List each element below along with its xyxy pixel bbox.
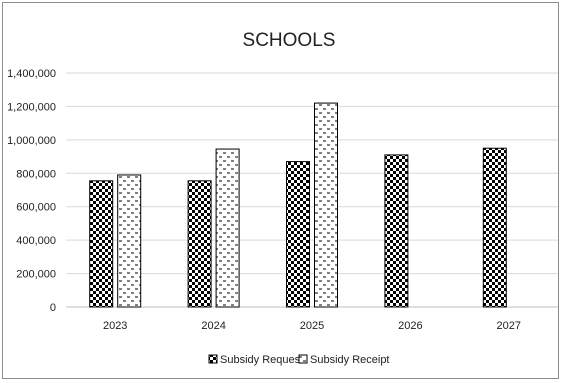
x-axis-ticks: 2023 2024 2025 2026 2027 xyxy=(103,320,521,332)
grid-layer xyxy=(66,72,558,308)
y-tick-label: 200,000 xyxy=(16,269,56,281)
bar-subsidy-request-2025 xyxy=(286,161,310,308)
y-tick-label: 1,400,000 xyxy=(7,68,56,80)
x-tick-label: 2024 xyxy=(201,320,225,332)
bar-subsidy-request-2027 xyxy=(482,147,507,308)
chart-title: SCHOOLS xyxy=(243,30,336,51)
x-tick-label: 2026 xyxy=(398,320,422,332)
legend: Subsidy Request Subsidy Receipt xyxy=(208,354,390,366)
legend-label: Subsidy Request xyxy=(220,354,303,366)
chart-svg: SCHOOLS 0 200,000 400,000 600,000 800,000 1,0… xyxy=(7,30,558,366)
bar-subsidy-receipt-2024 xyxy=(215,148,240,308)
bar-subsidy-receipt-2023 xyxy=(117,174,142,308)
bar-subsidy-receipt-2025 xyxy=(314,102,338,308)
x-tick-label: 2023 xyxy=(103,320,127,332)
y-tick-label: 1,200,000 xyxy=(7,101,56,113)
y-tick-label: 400,000 xyxy=(16,235,56,247)
x-tick-label: 2025 xyxy=(300,320,324,332)
y-axis-ticks: 0 200,000 400,000 600,000 800,000 1,000,000 1,… xyxy=(7,68,56,314)
legend-label: Subsidy Receipt xyxy=(310,354,390,366)
legend-swatch xyxy=(208,354,218,364)
bar-subsidy-request-2023 xyxy=(89,180,114,308)
y-tick-label: 1,000,000 xyxy=(7,135,56,147)
bars xyxy=(89,102,507,308)
bar-subsidy-request-2026 xyxy=(384,154,409,308)
x-tick-label: 2027 xyxy=(497,320,521,332)
y-tick-label: 800,000 xyxy=(16,168,56,180)
chart-frame: SCHOOLS 0 200,000 400,000 600,000 800,000 1,0… xyxy=(2,2,559,379)
y-tick-label: 600,000 xyxy=(16,202,56,214)
bar-subsidy-request-2024 xyxy=(187,180,212,308)
legend-swatch xyxy=(298,354,308,364)
y-tick-label: 0 xyxy=(50,302,56,314)
